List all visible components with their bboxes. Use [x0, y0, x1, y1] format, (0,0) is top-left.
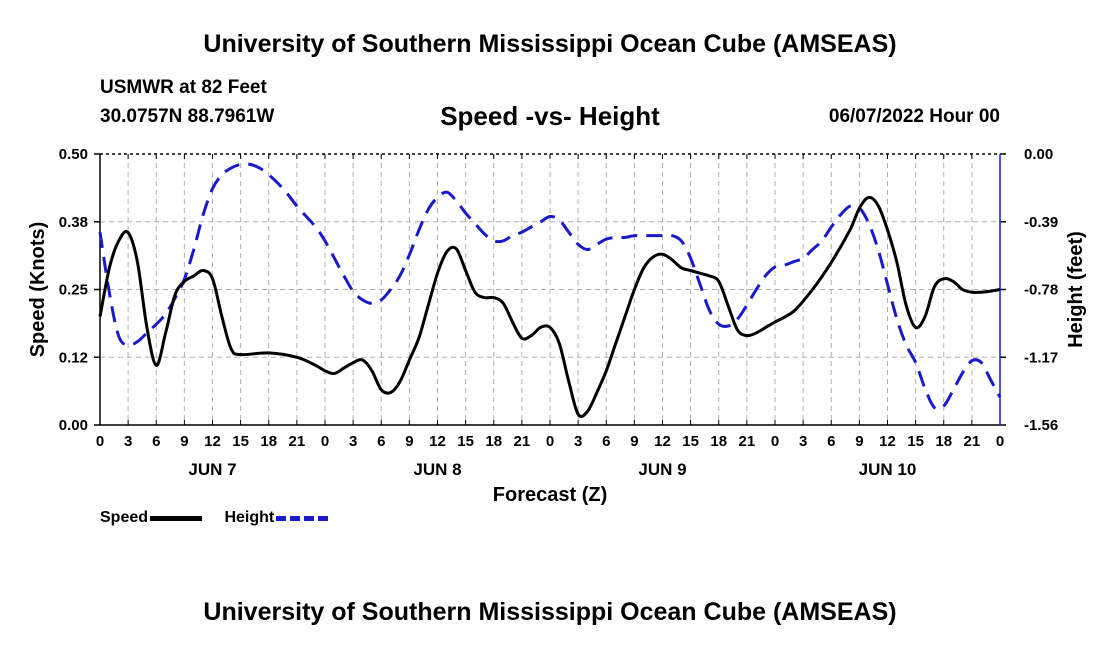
day-label: JUN 10	[859, 460, 917, 479]
series-line-height	[98, 162, 1002, 411]
chart-title: Speed -vs- Height	[440, 101, 660, 131]
x-tick-label: 6	[152, 433, 160, 450]
station-label: USMWR at 82 Feet	[100, 77, 267, 98]
x-tick-label: 12	[654, 433, 671, 450]
x-tick-label: 18	[710, 433, 727, 450]
day-label: JUN 7	[188, 460, 236, 479]
day-label: JUN 9	[638, 460, 686, 479]
chart-legend: Speed Height	[100, 509, 346, 527]
x-tick-label: 0	[771, 433, 779, 450]
x-tick-label: 15	[682, 433, 699, 450]
x-tick-label: 18	[485, 433, 502, 450]
x-tick-label: 21	[739, 433, 756, 450]
y-tick-label: 0.38	[59, 214, 88, 231]
forecast-datetime: 06/07/2022 Hour 00	[828, 106, 1000, 127]
x-tick-label: 0	[996, 433, 1004, 450]
x-tick-label: 6	[602, 433, 610, 450]
x-tick-label: 12	[879, 433, 896, 450]
legend-height-label: Height	[224, 509, 275, 526]
legend-item-height: Height	[224, 509, 329, 527]
x-tick-label: 15	[907, 433, 924, 450]
footer-title: University of Southern Mississippi Ocean…	[203, 598, 897, 626]
x-tick-label: 18	[935, 433, 952, 450]
x-tick-label: 9	[855, 433, 863, 450]
y-tick-label: 0.25	[59, 282, 88, 299]
y2-tick-label: -1.56	[1024, 417, 1058, 434]
x-tick-label: 12	[429, 433, 446, 450]
x-tick-label: 21	[289, 433, 306, 450]
x-tick-label: 0	[321, 433, 329, 450]
legend-speed-swatch	[150, 515, 203, 521]
series-line-speed	[98, 195, 1001, 418]
x-tick-label: 0	[546, 433, 554, 450]
x-tick-label: 15	[232, 433, 249, 450]
y2-tick-label: -0.39	[1024, 214, 1058, 231]
x-tick-label: 3	[799, 433, 807, 450]
y2-axis-title: Height (feet)	[1065, 231, 1087, 348]
page-title: University of Southern Mississippi Ocean…	[203, 30, 897, 58]
x-tick-label: 9	[180, 433, 188, 450]
x-axis-title: Forecast (Z)	[493, 484, 607, 506]
x-tick-label: 6	[827, 433, 835, 450]
x-tick-label: 3	[574, 433, 582, 450]
x-tick-label: 12	[204, 433, 221, 450]
legend-item-speed: Speed	[100, 509, 203, 527]
y-axis-title: Speed (Knots)	[27, 222, 49, 358]
day-label: JUN 8	[413, 460, 461, 479]
y-tick-label: 0.12	[59, 349, 88, 366]
x-tick-label: 21	[514, 433, 531, 450]
x-tick-label: 3	[124, 433, 132, 450]
x-tick-label: 3	[349, 433, 357, 450]
x-tick-label: 6	[377, 433, 385, 450]
x-tick-label: 9	[405, 433, 413, 450]
x-tick-label: 9	[630, 433, 638, 450]
x-tick-label: 18	[260, 433, 277, 450]
y-tick-label: 0.00	[59, 417, 88, 434]
y2-tick-label: 0.00	[1024, 146, 1053, 163]
x-tick-label: 21	[964, 433, 981, 450]
station-coordinates: 30.0757N 88.7961W	[100, 106, 275, 127]
legend-height-swatch	[276, 515, 329, 521]
y-tick-label: 0.50	[59, 146, 88, 163]
y2-tick-label: -0.78	[1024, 282, 1058, 299]
x-tick-label: 15	[457, 433, 474, 450]
y2-tick-label: -1.17	[1024, 349, 1058, 366]
x-tick-label: 0	[96, 433, 104, 450]
legend-speed-label: Speed	[100, 509, 149, 526]
